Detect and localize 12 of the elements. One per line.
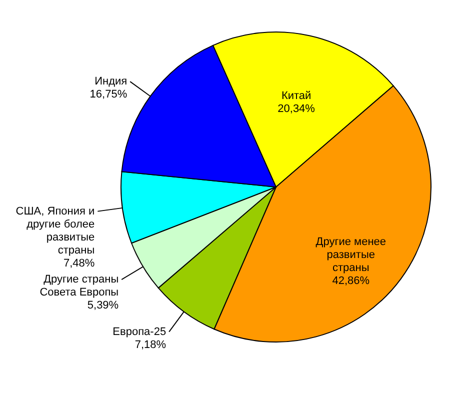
- slice-label: Другие менее развитые страны: [316, 236, 386, 274]
- data-label: 16,75%: [90, 88, 128, 101]
- data-label: 7,18%: [134, 338, 166, 351]
- slice-label: Китай: [281, 90, 312, 102]
- slice-label: Индия: [94, 76, 128, 88]
- slice-label: США, Япония и другие более развитые страны: [16, 205, 95, 256]
- data-label: 42,86%: [332, 275, 370, 288]
- slice-label: Европа-25: [112, 326, 166, 338]
- data-label: 5,39%: [87, 300, 119, 312]
- data-label: 20,34%: [278, 103, 316, 116]
- data-label: 7,48%: [63, 257, 95, 270]
- slice-label: Другие страны Совета Европы: [40, 274, 119, 299]
